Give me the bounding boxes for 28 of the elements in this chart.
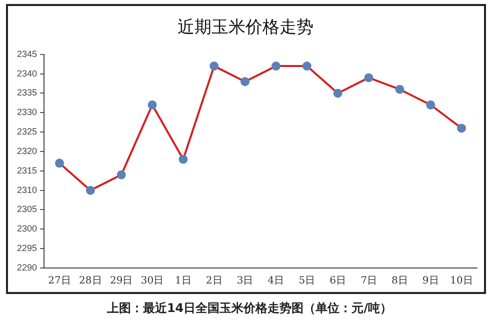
x-tick-label: 9日 <box>422 276 439 287</box>
y-tick-label: 2305 <box>16 204 38 214</box>
y-tick-label: 2335 <box>16 88 38 98</box>
y-tick-label: 2290 <box>16 262 38 272</box>
x-tick-label: 1日 <box>175 276 192 287</box>
x-tick-label: 2日 <box>206 276 222 287</box>
y-tick-label: 2325 <box>16 126 38 137</box>
x-tick-label: 30日 <box>140 276 164 287</box>
x-tick-label: 7日 <box>360 276 377 287</box>
y-tick-label: 2310 <box>16 184 38 195</box>
y-tick-label: 2345 <box>16 48 38 59</box>
x-tick-label: 3日 <box>236 276 254 287</box>
text: 上图：最近14日全国玉米价格走势图（单位：元/吨） <box>106 300 394 317</box>
x-tick-label: 10日 <box>450 276 473 287</box>
x-tick-label: 27日 <box>48 276 71 287</box>
x-tick-label: 5日 <box>298 276 316 287</box>
y-tick-label: 2295 <box>16 243 38 254</box>
chart-title: 近期玉米价格走势 <box>178 18 314 38</box>
y-tick-label: 2320 <box>16 146 38 156</box>
x-tick-label: 6日 <box>330 276 346 287</box>
x-tick-label: 4日 <box>268 276 284 287</box>
y-tick-label: 2315 <box>16 165 38 176</box>
y-tick-label: 2340 <box>16 68 38 78</box>
y-tick-label: 2300 <box>16 224 38 234</box>
y-tick-label: 2330 <box>16 107 38 118</box>
x-tick-label: 28日 <box>79 276 102 287</box>
x-tick-label: 8日 <box>391 276 408 287</box>
x-tick-label: 29日 <box>110 276 133 287</box>
